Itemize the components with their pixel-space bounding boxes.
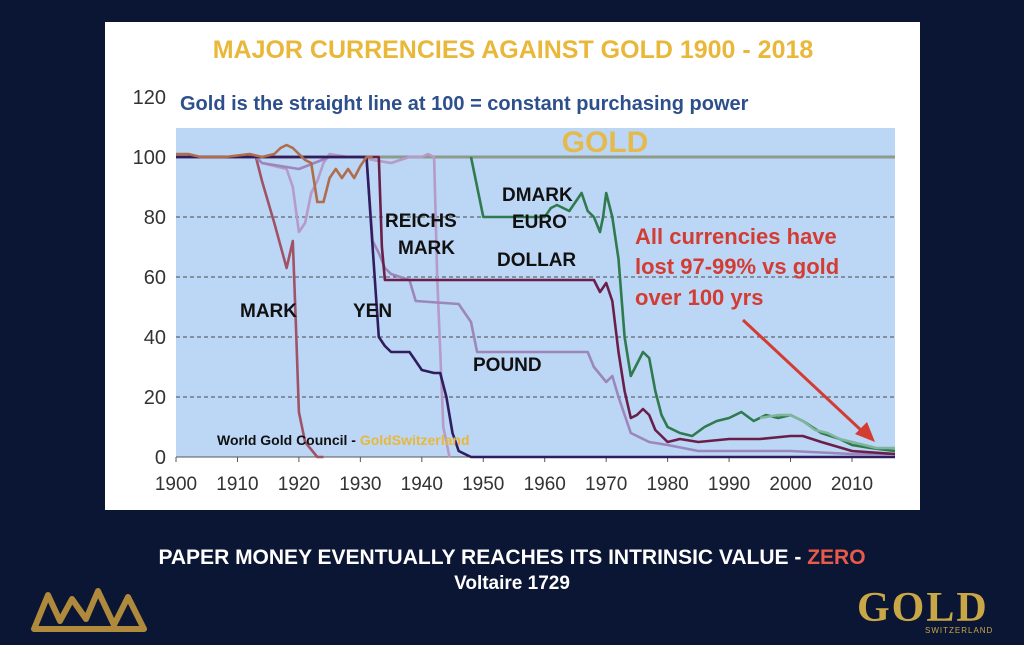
chart-title: MAJOR CURRENCIES AGAINST GOLD 1900 - 201… — [213, 36, 814, 64]
caption-highlight: ZERO — [807, 546, 866, 569]
y-axis-ticks: 0 20 40 60 80 100 120 — [133, 87, 166, 469]
y-tick-label: 40 — [144, 327, 166, 349]
x-tick-label: 1980 — [646, 474, 688, 495]
series-label-mark: MARK — [240, 301, 297, 322]
caption: PAPER MONEY EVENTUALLY REACHES ITS INTRI… — [0, 545, 1024, 597]
y-tick-label: 60 — [144, 267, 166, 289]
y-tick-label: 100 — [133, 147, 166, 169]
series-label-gold: GOLD — [562, 126, 649, 159]
x-tick-label: 1990 — [708, 474, 750, 495]
series-line-unlabeled-8 — [176, 143, 373, 204]
series-label-euro: EURO — [512, 212, 567, 233]
x-tick-label: 1950 — [462, 474, 504, 495]
x-tick-label: 1920 — [278, 474, 320, 495]
annotation-arrowhead — [855, 422, 875, 442]
annotation-line-3: over 100 yrs — [635, 285, 763, 310]
series-line-mark — [176, 155, 324, 459]
mam-logo: MAM — [28, 585, 148, 638]
y-tick-label: 80 — [144, 207, 166, 229]
chart-panel: MAJOR CURRENCIES AGAINST GOLD 1900 - 201… — [105, 22, 920, 510]
chart-subtitle: Gold is the straight line at 100 = const… — [180, 93, 749, 115]
logo-gold-text: GOLD — [857, 585, 989, 631]
x-axis-ticks: 1900 1910 1920 1930 1940 1950 1960 1970 1980 1990… — [155, 457, 873, 495]
caption-attribution: Voltaire 1729 — [454, 573, 570, 594]
x-tick-label: 1930 — [339, 474, 381, 495]
mam-logo-text: MAM — [87, 613, 90, 616]
series-label-dmark: DMARK — [502, 185, 573, 206]
annotation-arrow — [741, 318, 865, 434]
x-tick-label: 1900 — [155, 474, 197, 495]
series-line-yen — [176, 155, 895, 459]
x-tick-label: 1910 — [216, 474, 258, 495]
caption-text: PAPER MONEY EVENTUALLY REACHES ITS INTRI… — [158, 546, 808, 569]
y-tick-label: 120 — [133, 87, 166, 109]
series-line-unlabeled-7 — [759, 413, 895, 450]
annotation-line-1: All currencies have — [635, 224, 837, 249]
x-tick-label: 2010 — [831, 474, 873, 495]
series-label-reichsmark: MARK — [398, 238, 455, 259]
caption-main: PAPER MONEY EVENTUALLY REACHES ITS INTRI… — [0, 545, 1024, 571]
goldswitzerland-logo: GOLD SWITZERLAND — [855, 583, 1005, 640]
source-highlight: GoldSwitzerland — [360, 432, 470, 448]
y-tick-label: 0 — [155, 447, 166, 469]
x-tick-label: 1940 — [401, 474, 443, 495]
annotation-line-2: lost 97-99% vs gold — [635, 254, 839, 279]
series-lines — [176, 143, 896, 459]
plot-area — [176, 128, 895, 457]
series-line-unlabeled-2 — [176, 152, 451, 458]
x-tick-label: 1970 — [585, 474, 627, 495]
source-text: World Gold Council - — [217, 432, 360, 448]
y-tick-label: 20 — [144, 387, 166, 409]
series-label-yen: YEN — [353, 301, 392, 322]
currency-chart: MAJOR CURRENCIES AGAINST GOLD 1900 - 201… — [133, 36, 896, 495]
series-line-dollar — [176, 155, 896, 456]
logo-switzerland-text: SWITZERLAND — [925, 626, 993, 635]
source-note: World Gold Council - GoldSwitzerland — [217, 432, 470, 448]
x-tick-label: 1960 — [524, 474, 566, 495]
x-tick-label: 2000 — [769, 474, 811, 495]
series-label-dollar: DOLLAR — [497, 250, 576, 271]
series-label-reichs: REICHS — [385, 211, 457, 232]
series-label-pound: POUND — [473, 355, 542, 376]
